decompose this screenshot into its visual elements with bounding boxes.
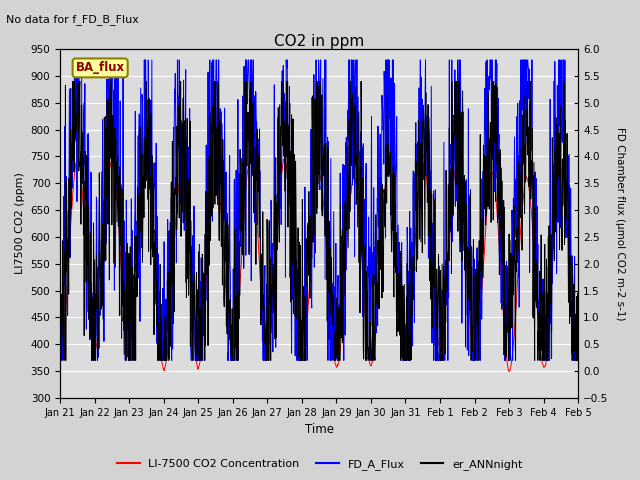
Legend: LI-7500 CO2 Concentration, FD_A_Flux, er_ANNnight: LI-7500 CO2 Concentration, FD_A_Flux, er… <box>113 455 527 474</box>
Text: BA_flux: BA_flux <box>76 61 125 74</box>
Y-axis label: LI7500 CO2 (ppm): LI7500 CO2 (ppm) <box>15 173 25 275</box>
Y-axis label: FD Chamber flux (μmol CO2 m-2 s-1): FD Chamber flux (μmol CO2 m-2 s-1) <box>615 127 625 320</box>
X-axis label: Time: Time <box>305 423 333 436</box>
Title: CO2 in ppm: CO2 in ppm <box>274 34 364 49</box>
Text: No data for f_FD_B_Flux: No data for f_FD_B_Flux <box>6 14 140 25</box>
